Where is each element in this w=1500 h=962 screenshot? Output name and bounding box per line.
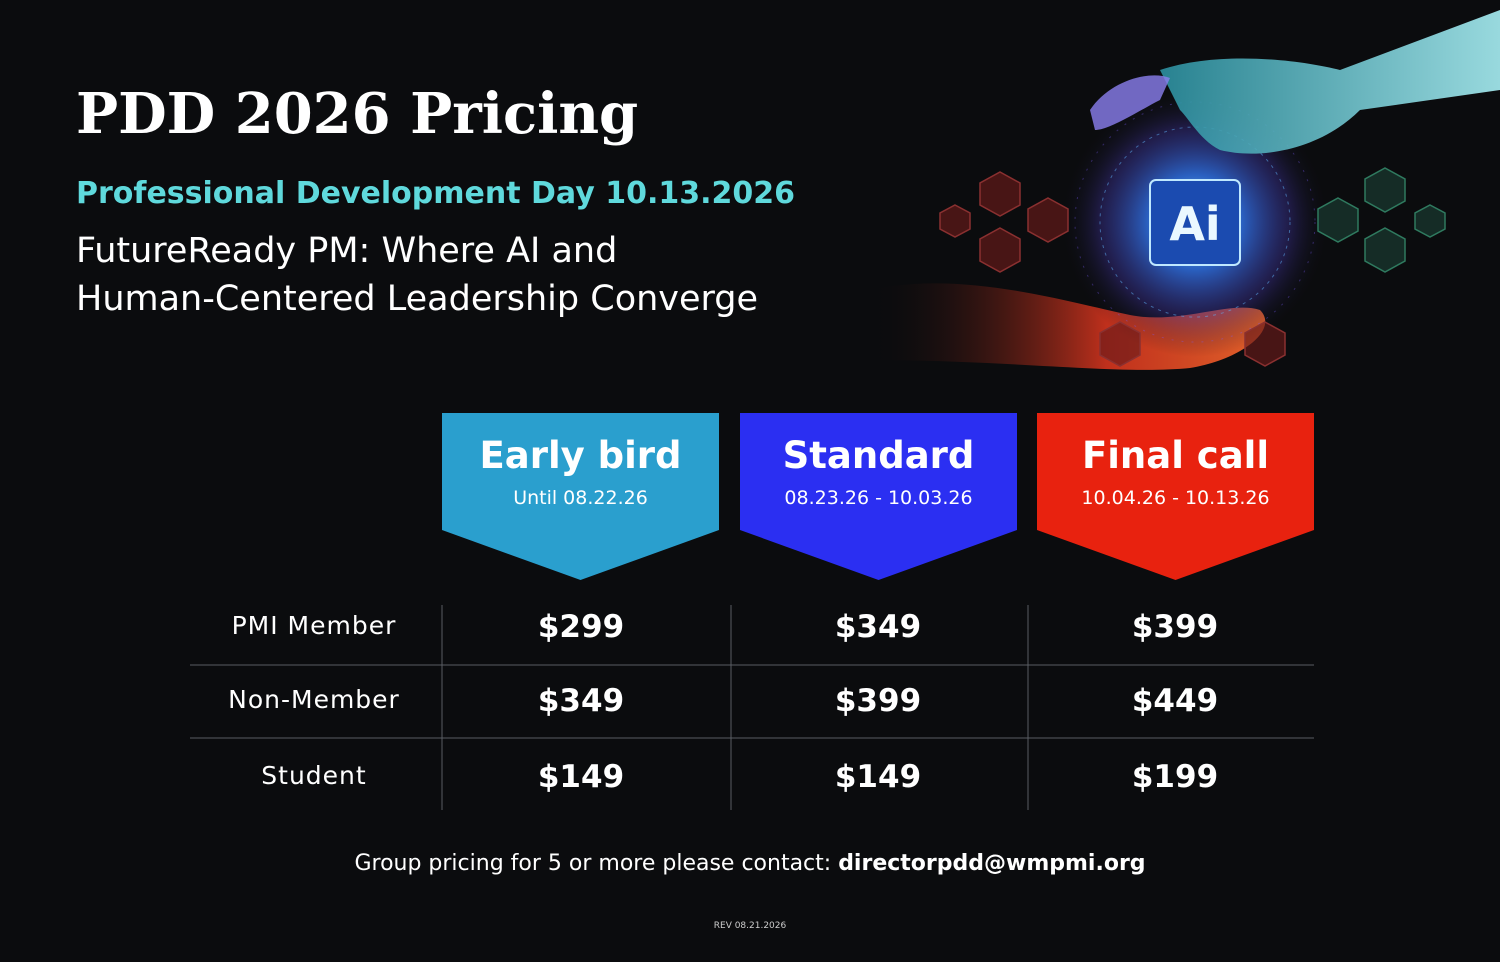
revision: REV 08.21.2026 bbox=[714, 921, 787, 931]
row-label: Non-Member bbox=[228, 685, 400, 714]
footer-email[interactable]: directorpdd@wmpmi.org bbox=[838, 851, 1145, 876]
hexagons bbox=[1317, 167, 1446, 273]
tagline: FutureReady PM: Where AI and bbox=[76, 231, 617, 271]
price: $149 bbox=[835, 759, 921, 795]
row-label: PMI Member bbox=[232, 611, 397, 640]
price: $399 bbox=[1132, 609, 1218, 645]
price: $199 bbox=[1132, 759, 1218, 795]
row-label: Student bbox=[261, 761, 366, 790]
price: $449 bbox=[1132, 683, 1218, 719]
price: $349 bbox=[538, 683, 624, 719]
subtitle: Professional Development Day 10.13.2026 bbox=[76, 176, 795, 211]
chip bbox=[1149, 179, 1241, 266]
tier-name: Early bird bbox=[479, 434, 681, 477]
tier-name: Final call bbox=[1082, 434, 1269, 477]
footer-note: Group pricing for 5 or more please conta… bbox=[354, 851, 1145, 876]
tier-dates: 10.04.26 - 10.13.26 bbox=[1081, 487, 1269, 509]
ring bbox=[1074, 101, 1316, 343]
tagline: Human-Centered Leadership Converge bbox=[76, 279, 758, 319]
tier-dates: 08.23.26 - 10.03.26 bbox=[784, 487, 972, 509]
robot-arm bbox=[1160, 10, 1500, 154]
title: PDD 2026 Pricing bbox=[76, 81, 638, 147]
price: $349 bbox=[835, 609, 921, 645]
hexagons bbox=[939, 171, 1286, 367]
tier-banner bbox=[1037, 413, 1314, 580]
footer-text: Group pricing for 5 or more please conta… bbox=[354, 851, 838, 876]
chip-label: Ai bbox=[1169, 197, 1220, 251]
tier-name: Standard bbox=[783, 434, 975, 477]
pricing-table: Early bird Until 08.22.26 Standard 08.23.26… bbox=[190, 413, 1314, 810]
tier-banner bbox=[740, 413, 1017, 580]
tier-banner bbox=[442, 413, 719, 580]
price: $299 bbox=[538, 609, 624, 645]
tier-dates: Until 08.22.26 bbox=[513, 487, 648, 509]
hero-art: Ai bbox=[870, 10, 1500, 370]
robot-finger bbox=[1090, 75, 1170, 130]
price: $399 bbox=[835, 683, 921, 719]
ring bbox=[1099, 126, 1291, 318]
price: $149 bbox=[538, 759, 624, 795]
